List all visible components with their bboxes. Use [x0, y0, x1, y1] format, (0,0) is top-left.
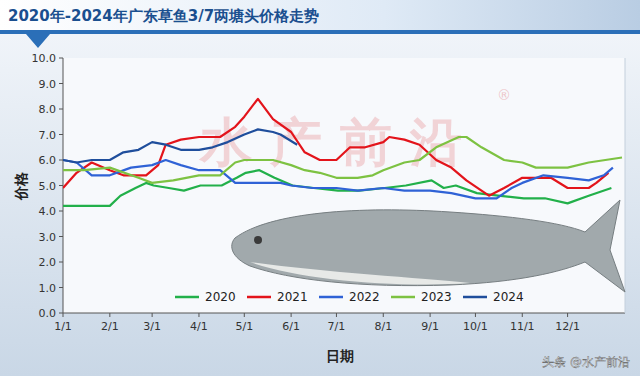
- y-tick-label: 5.0: [39, 180, 57, 193]
- y-tick-label: 3.0: [39, 231, 57, 244]
- x-tick-label: 3/1: [143, 320, 161, 333]
- y-tick: [59, 134, 63, 135]
- header-bar: [0, 30, 640, 48]
- x-tick-label: 12/1: [555, 320, 580, 333]
- legend-label: 2021: [277, 290, 308, 304]
- x-tick: [291, 313, 292, 317]
- x-tick: [244, 313, 245, 317]
- legend-label: 2023: [421, 290, 452, 304]
- x-tick-label: 6/1: [282, 320, 300, 333]
- legend-label: 2024: [493, 290, 524, 304]
- legend-label: 2022: [349, 290, 380, 304]
- y-tick: [59, 262, 63, 263]
- x-tick: [109, 313, 110, 317]
- plot-area: [63, 58, 625, 313]
- fish-body: [232, 200, 625, 292]
- x-tick: [475, 313, 476, 317]
- x-tick: [152, 313, 153, 317]
- x-axis: [63, 313, 625, 314]
- x-tick-label: 9/1: [421, 320, 439, 333]
- legend-label: 2020: [205, 290, 236, 304]
- y-tick: [59, 83, 63, 84]
- plot-frame: [625, 58, 626, 313]
- y-tick: [59, 160, 63, 161]
- title: 2020年-2024年广东草鱼3/7两塘头价格走势: [8, 7, 319, 25]
- legend-swatch: [175, 296, 199, 299]
- x-tick: [430, 313, 431, 317]
- background: [0, 0, 640, 376]
- y-label: 价格: [13, 171, 29, 201]
- x-label: 日期: [326, 348, 354, 364]
- y-tick-label: 10.0: [32, 52, 57, 65]
- legend-swatch: [319, 296, 343, 299]
- y-tick: [59, 211, 63, 212]
- chart: 2020年-2024年广东草鱼3/7两塘头价格走势水产前沿®0.01.02.03…: [0, 0, 640, 376]
- chart-root: 2020年-2024年广东草鱼3/7两塘头价格走势水产前沿®0.01.02.03…: [0, 0, 640, 376]
- x-tick: [63, 313, 64, 317]
- y-tick: [59, 185, 63, 186]
- x-tick-label: 10/1: [463, 320, 488, 333]
- y-tick-label: 4.0: [39, 205, 57, 218]
- x-tick: [522, 313, 523, 317]
- fish-eye: [254, 236, 262, 244]
- x-tick: [567, 313, 568, 317]
- x-tick-label: 2/1: [101, 320, 119, 333]
- y-tick: [59, 287, 63, 288]
- x-tick-label: 1/1: [54, 320, 72, 333]
- y-tick-label: 7.0: [39, 129, 57, 142]
- y-tick-label: 2.0: [39, 256, 57, 269]
- fish-belly: [250, 262, 470, 284]
- x-tick: [198, 313, 199, 317]
- series-group: [63, 99, 622, 206]
- x-tick-label: 5/1: [235, 320, 253, 333]
- y-tick-label: 6.0: [39, 154, 57, 167]
- legend-swatch: [391, 296, 415, 299]
- y-tick: [59, 313, 63, 314]
- y-tick: [59, 58, 63, 59]
- header-band: [0, 0, 640, 30]
- y-tick-label: 1.0: [39, 282, 57, 295]
- series-line: [63, 129, 297, 162]
- x-tick-label: 8/1: [374, 320, 392, 333]
- y-tick-label: 0.0: [39, 307, 57, 320]
- y-tick-label: 8.0: [39, 103, 57, 116]
- x-tick-label: 7/1: [328, 320, 346, 333]
- y-tick-label: 9.0: [39, 78, 57, 91]
- y-tick: [59, 236, 63, 237]
- watermark-mark: ®: [497, 87, 511, 103]
- source: 头条 @水产前沿: [542, 355, 630, 369]
- x-tick: [336, 313, 337, 317]
- legend-swatch: [463, 296, 487, 299]
- x-tick: [383, 313, 384, 317]
- fish-illustration: [232, 200, 625, 292]
- x-tick-label: 4/1: [190, 320, 208, 333]
- legend-swatch: [247, 296, 271, 299]
- x-tick-label: 11/1: [510, 320, 535, 333]
- y-tick: [59, 109, 63, 110]
